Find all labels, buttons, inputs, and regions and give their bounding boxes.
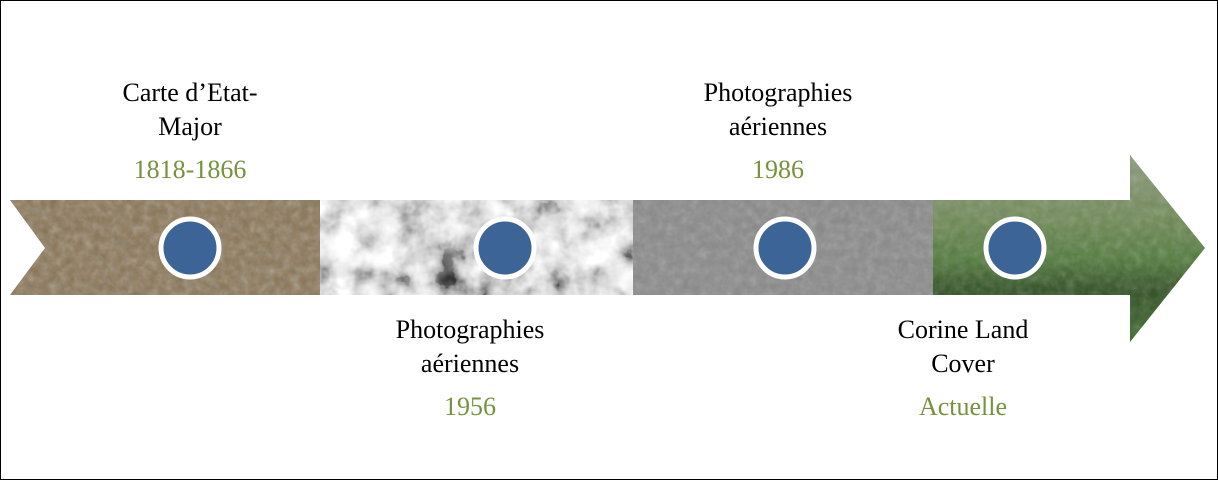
event-dot: [476, 219, 534, 277]
event-dot: [986, 219, 1044, 277]
event-date: 1818-1866: [134, 153, 247, 187]
event-dot: [756, 219, 814, 277]
event-date: 1986: [752, 153, 804, 187]
event-date: Actuelle: [919, 390, 1007, 424]
event-name: Carte d’Etat-Major: [110, 76, 270, 144]
event-label: Corine Land Cover Actuelle: [868, 313, 1058, 424]
event-label: Photographies aériennes 1956: [375, 313, 565, 424]
event-name: Photographies aériennes: [380, 313, 560, 381]
event-label: Photographies aériennes 1986: [683, 76, 873, 187]
event-name: Photographies aériennes: [688, 76, 868, 144]
event-date: 1956: [444, 390, 496, 424]
event-label: Carte d’Etat-Major 1818-1866: [95, 76, 285, 187]
event-dot: [161, 219, 219, 277]
event-name: Corine Land Cover: [888, 313, 1038, 381]
